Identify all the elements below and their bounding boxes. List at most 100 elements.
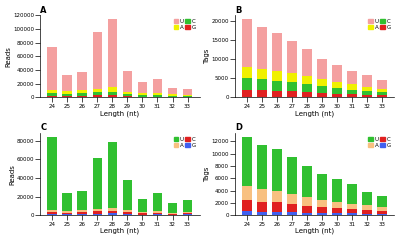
Y-axis label: Tags: Tags xyxy=(204,49,210,64)
Bar xyxy=(347,71,357,84)
Bar xyxy=(317,207,327,213)
Bar xyxy=(332,65,342,82)
Bar xyxy=(122,92,132,94)
Bar xyxy=(362,192,372,205)
Bar xyxy=(48,214,57,215)
Bar xyxy=(153,193,162,211)
Y-axis label: Reads: Reads xyxy=(9,164,15,185)
Bar xyxy=(138,96,147,97)
Bar xyxy=(242,200,252,211)
Bar xyxy=(347,209,357,213)
Bar xyxy=(62,94,72,96)
Bar xyxy=(138,199,147,212)
Bar xyxy=(153,79,162,93)
Bar xyxy=(153,95,162,96)
Bar xyxy=(332,202,342,208)
Bar xyxy=(108,92,117,95)
Bar xyxy=(62,193,72,211)
Bar xyxy=(362,214,372,215)
Bar xyxy=(257,90,267,97)
Bar xyxy=(108,95,117,97)
Bar xyxy=(302,197,312,206)
Text: B: B xyxy=(235,6,241,15)
Bar xyxy=(332,179,342,202)
Bar xyxy=(272,33,282,71)
Bar xyxy=(168,214,177,215)
Bar xyxy=(122,212,132,214)
Bar xyxy=(138,94,147,95)
Bar xyxy=(242,137,252,186)
Legend: U, A, C, G: U, A, C, G xyxy=(172,136,197,149)
X-axis label: Length (nt): Length (nt) xyxy=(295,228,334,234)
Bar xyxy=(378,89,387,92)
Bar xyxy=(122,180,132,210)
Bar xyxy=(362,75,372,87)
Bar xyxy=(48,96,57,97)
Bar xyxy=(108,211,117,213)
Bar xyxy=(108,19,117,88)
Bar xyxy=(257,202,267,212)
Bar xyxy=(48,90,57,93)
Bar xyxy=(138,82,147,94)
Bar xyxy=(62,211,72,212)
Bar xyxy=(242,67,252,78)
Bar xyxy=(92,92,102,95)
Bar xyxy=(287,212,297,215)
Bar xyxy=(287,73,297,82)
Bar xyxy=(92,211,102,214)
Bar xyxy=(183,90,192,95)
Bar xyxy=(332,82,342,88)
Bar xyxy=(317,200,327,207)
Bar xyxy=(153,96,162,97)
Bar xyxy=(272,81,282,90)
Bar xyxy=(62,75,72,91)
Bar xyxy=(48,93,57,96)
Bar xyxy=(168,203,177,213)
Bar xyxy=(257,79,267,90)
Bar xyxy=(287,194,297,204)
Bar xyxy=(362,95,372,97)
Bar xyxy=(62,212,72,214)
Bar xyxy=(272,212,282,215)
Bar xyxy=(138,95,147,96)
Bar xyxy=(257,69,267,79)
Bar xyxy=(272,191,282,202)
Bar xyxy=(287,41,297,73)
Bar xyxy=(257,212,267,215)
Bar xyxy=(287,91,297,97)
Bar xyxy=(48,137,57,210)
Bar xyxy=(362,87,372,91)
Bar xyxy=(153,214,162,215)
Bar xyxy=(108,88,117,92)
Bar xyxy=(332,208,342,213)
Bar xyxy=(92,214,102,215)
Bar xyxy=(287,82,297,91)
Bar xyxy=(183,95,192,96)
Bar xyxy=(183,96,192,97)
Bar xyxy=(78,210,87,212)
Bar xyxy=(287,204,297,212)
Bar xyxy=(242,186,252,200)
Bar xyxy=(362,210,372,214)
Bar xyxy=(347,213,357,215)
Bar xyxy=(378,211,387,214)
Bar xyxy=(317,86,327,93)
Legend: U, A, C, G: U, A, C, G xyxy=(172,18,197,31)
Bar xyxy=(302,206,312,213)
Bar xyxy=(48,47,57,90)
Bar xyxy=(272,71,282,81)
Legend: U, A, C, G: U, A, C, G xyxy=(367,18,392,31)
Bar xyxy=(78,214,87,215)
Bar xyxy=(92,89,102,92)
Y-axis label: Tags: Tags xyxy=(204,167,210,182)
Bar xyxy=(62,214,72,215)
Text: D: D xyxy=(235,123,242,132)
Bar xyxy=(168,213,177,214)
Bar xyxy=(347,84,357,90)
Bar xyxy=(347,204,357,209)
Bar xyxy=(122,96,132,97)
Bar xyxy=(378,96,387,97)
Bar xyxy=(138,212,147,213)
Bar xyxy=(138,213,147,215)
Bar xyxy=(92,158,102,210)
